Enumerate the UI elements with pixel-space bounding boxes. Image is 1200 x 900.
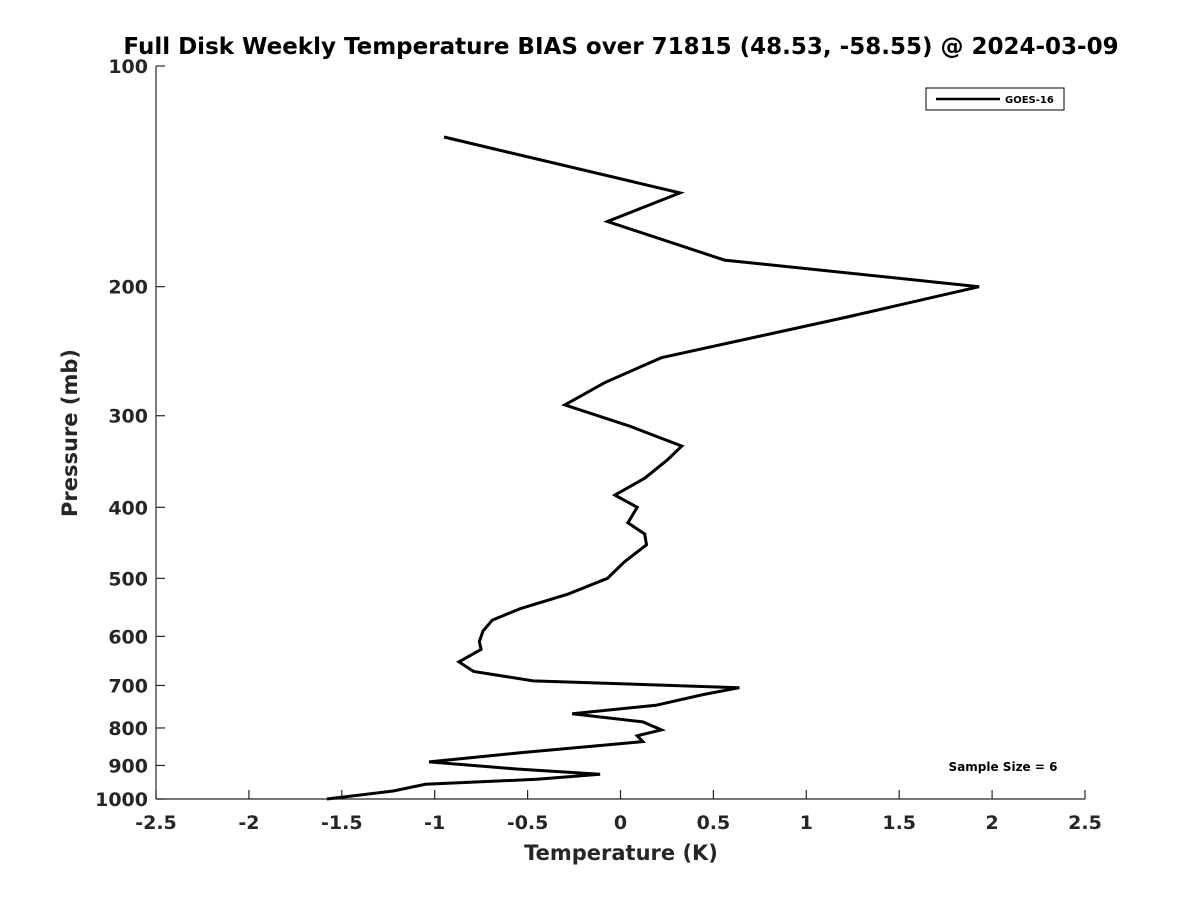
- y-tick-label: 400: [108, 497, 148, 519]
- y-axis-ticks: 100 200 300 400 500 600 700 800 900 1000: [95, 56, 165, 811]
- y-tick-label: 800: [108, 718, 148, 740]
- y-tick-label: 200: [108, 277, 148, 299]
- x-tick-label: 1: [800, 812, 813, 834]
- legend-label: GOES-16: [1005, 95, 1054, 106]
- x-tick-label: 0: [614, 812, 627, 834]
- x-axis-ticks: -2.5 -2 -1.5 -1 -0.5 0 0.5 1 1.5 2 2.5: [135, 790, 1102, 834]
- x-tick-label: 0.5: [697, 812, 731, 834]
- x-tick-label: -0.5: [507, 812, 549, 834]
- x-tick-label: -1.5: [321, 812, 363, 834]
- y-tick-label: 700: [108, 675, 148, 697]
- legend: GOES-16: [925, 87, 1065, 111]
- axes: [155, 66, 1085, 800]
- x-tick-label: 2.5: [1068, 812, 1102, 834]
- x-tick-label: 2: [985, 812, 998, 834]
- x-tick-label: -2: [238, 812, 259, 834]
- x-tick-label: -1: [424, 812, 445, 834]
- chart-title: Full Disk Weekly Temperature BIAS over 7…: [123, 34, 1118, 60]
- y-tick-label: 1000: [95, 789, 148, 811]
- x-axis-label: Temperature (K): [524, 841, 718, 865]
- y-tick-label: 500: [108, 568, 148, 590]
- series-line-goes-16: [326, 135, 980, 801]
- x-tick-label: 1.5: [882, 812, 916, 834]
- y-tick-label: 100: [108, 56, 148, 78]
- sample-size-annotation: Sample Size = 6: [949, 760, 1058, 774]
- y-axis-label: Pressure (mb): [58, 349, 82, 517]
- x-tick-label: -2.5: [135, 812, 177, 834]
- y-tick-label: 900: [108, 755, 148, 777]
- series-layer: [326, 135, 980, 801]
- y-tick-label: 600: [108, 626, 148, 648]
- y-tick-label: 300: [108, 406, 148, 428]
